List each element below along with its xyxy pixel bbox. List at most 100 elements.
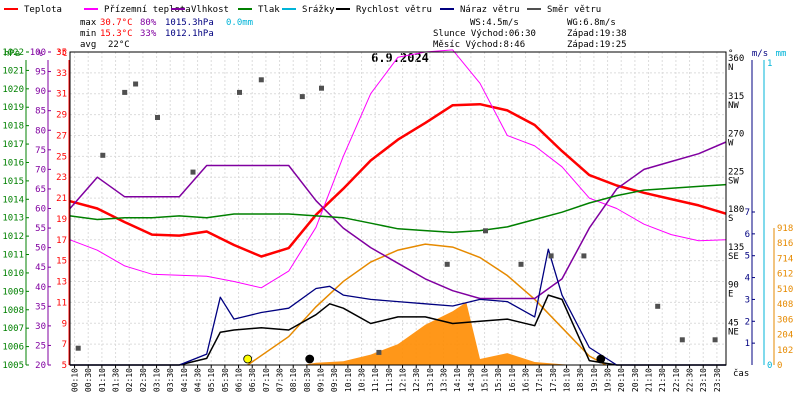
legend-label-tlak: Tlak bbox=[258, 5, 280, 15]
stat-avg-label: avg bbox=[80, 40, 96, 50]
x-tick-label-20: 10:10 bbox=[344, 368, 353, 392]
x-tick-label-47: 23:30 bbox=[713, 368, 722, 392]
x-tick-label-10: 05:10 bbox=[207, 368, 216, 392]
x-tick-label-41: 20:30 bbox=[631, 368, 640, 392]
x-tick-label-19: 09:30 bbox=[330, 368, 339, 392]
temp-tick-13: 31 bbox=[56, 90, 67, 100]
pct-tick-9: 65 bbox=[35, 185, 46, 195]
legend-item-smer: Směr větru bbox=[527, 5, 601, 15]
pct-tick-8: 60 bbox=[35, 205, 46, 215]
wind-dir-point-4 bbox=[155, 115, 160, 120]
temp-tick-3: 11 bbox=[56, 298, 67, 308]
x-tick-label-16: 08:10 bbox=[289, 368, 298, 392]
x-tick-label-7: 03:30 bbox=[166, 368, 175, 392]
stat-max-rain: 0.0mm bbox=[226, 18, 253, 28]
grid bbox=[70, 51, 726, 366]
x-tick-label-24: 12:10 bbox=[399, 368, 408, 392]
wdir-compass-1: E bbox=[728, 290, 733, 300]
pct-tick-6: 50 bbox=[35, 244, 46, 254]
hpa-tick-9: 1014 bbox=[2, 195, 24, 205]
x-tick-label-3: 01:30 bbox=[112, 368, 121, 392]
wind-dir-point-5 bbox=[190, 169, 196, 175]
temp-tick-12: 29 bbox=[56, 111, 67, 121]
legend-item-tlak: Tlak bbox=[238, 5, 280, 15]
hpa-tick-6: 1011 bbox=[2, 251, 24, 261]
x-tick-label-6: 03:10 bbox=[153, 368, 162, 392]
x-tick-label-46: 23:10 bbox=[699, 368, 708, 392]
wdir-compass-3: S bbox=[728, 214, 733, 224]
stat-slunce: Slunce Východ:06:30 bbox=[433, 29, 536, 39]
hpa-tick-15: 1020 bbox=[2, 85, 24, 95]
x-tick-label-36: 18:10 bbox=[563, 368, 572, 392]
x-tick-label-31: 15:30 bbox=[494, 368, 503, 392]
hpa-tick-16: 1021 bbox=[2, 66, 24, 76]
legend-label-rychlost: Rychlost větru bbox=[356, 5, 432, 15]
legend-item-prizemni: Přízemní teplota bbox=[84, 5, 191, 15]
stat-wg: WG:6.8m/s bbox=[567, 18, 616, 28]
hpa-tick-14: 1019 bbox=[2, 103, 24, 113]
wind-dir-point-3 bbox=[133, 81, 139, 87]
wdir-compass-5: W bbox=[728, 139, 734, 149]
stat-avg-temp: 22°C bbox=[108, 40, 130, 50]
wind-dir-point-11 bbox=[444, 261, 450, 267]
wind-dir-point-0 bbox=[75, 345, 81, 351]
x-tick-label-13: 06:30 bbox=[248, 368, 257, 392]
temp-tick-14: 33 bbox=[56, 69, 67, 79]
hpa-tick-10: 1015 bbox=[2, 177, 24, 187]
wind-dir-point-12 bbox=[483, 228, 488, 234]
temp-tick-9: 23 bbox=[56, 173, 67, 183]
marker-2 bbox=[596, 354, 606, 364]
solar-theoretical-curve bbox=[247, 243, 607, 366]
legend-item-vlhkost: Vlhkost bbox=[171, 5, 229, 15]
sun-moon-markers bbox=[243, 354, 606, 364]
wdir-tick-7: 360 bbox=[728, 54, 744, 64]
series-0-line bbox=[69, 102, 727, 258]
x-tick-label-37: 18:30 bbox=[576, 368, 585, 392]
x-tick-label-28: 14:10 bbox=[453, 368, 462, 392]
x-tick-label-38: 19:10 bbox=[590, 368, 599, 392]
wind-tick-0: 1 bbox=[745, 339, 750, 349]
wind-tick-2: 3 bbox=[745, 295, 750, 305]
wind-dir-point-13 bbox=[518, 261, 524, 267]
x-axis-label: čas bbox=[733, 368, 749, 379]
solar-tick-4: 408 bbox=[777, 300, 793, 310]
x-tick-label-30: 15:10 bbox=[481, 368, 490, 392]
wind-dir-point-1 bbox=[100, 152, 106, 158]
wind-tick-5: 6 bbox=[745, 230, 750, 240]
temp-tick-0: 5 bbox=[62, 361, 67, 371]
pct-tick-0: 20 bbox=[35, 361, 46, 371]
plot-frame bbox=[69, 51, 727, 366]
wdir-tick-2: 135 bbox=[728, 243, 744, 253]
pct-tick-13: 85 bbox=[35, 107, 46, 117]
stat-min-label: min bbox=[80, 29, 96, 39]
wdir-compass-0: NE bbox=[728, 327, 739, 337]
legend-label-smer: Směr větru bbox=[547, 5, 601, 15]
legend-label-srazky: Srážky bbox=[302, 5, 335, 15]
series-3-line bbox=[69, 183, 727, 234]
x-tick-label-23: 11:30 bbox=[385, 368, 394, 392]
wind-dir-point-7 bbox=[258, 77, 264, 83]
wind-dir-point-9 bbox=[319, 85, 324, 91]
x-tick-label-22: 11:10 bbox=[371, 368, 380, 392]
hpa-tick-8: 1013 bbox=[2, 214, 24, 224]
stat-min-hum: 33% bbox=[140, 29, 157, 39]
wind-tick-6: 7 bbox=[745, 208, 750, 218]
x-tick-label-2: 01:10 bbox=[98, 368, 107, 392]
wind-dir-point-15 bbox=[581, 253, 587, 259]
wdir-compass-4: SW bbox=[728, 176, 739, 186]
temp-tick-15: 35 bbox=[56, 48, 67, 58]
wind-dir-point-2 bbox=[122, 89, 128, 95]
wdir-tick-3: 180 bbox=[728, 205, 744, 215]
legend-item-rychlost: Rychlost větru bbox=[336, 5, 432, 15]
pct-tick-7: 55 bbox=[35, 224, 46, 234]
pct-tick-1: 25 bbox=[35, 341, 46, 351]
hpa-tick-2: 1007 bbox=[2, 324, 24, 334]
series-1-line bbox=[69, 49, 727, 289]
legend: Teplota Přízemní teplota Vlhkost Tlak Sr… bbox=[4, 5, 601, 15]
temp-tick-10: 25 bbox=[56, 152, 67, 162]
pct-tick-15: 95 bbox=[35, 68, 46, 78]
temp-tick-7: 19 bbox=[56, 215, 67, 225]
x-tick-label-0: 00:10 bbox=[71, 368, 80, 392]
legend-item-teplota: Teplota bbox=[4, 5, 62, 15]
hpa-tick-0: 1005 bbox=[2, 361, 24, 371]
